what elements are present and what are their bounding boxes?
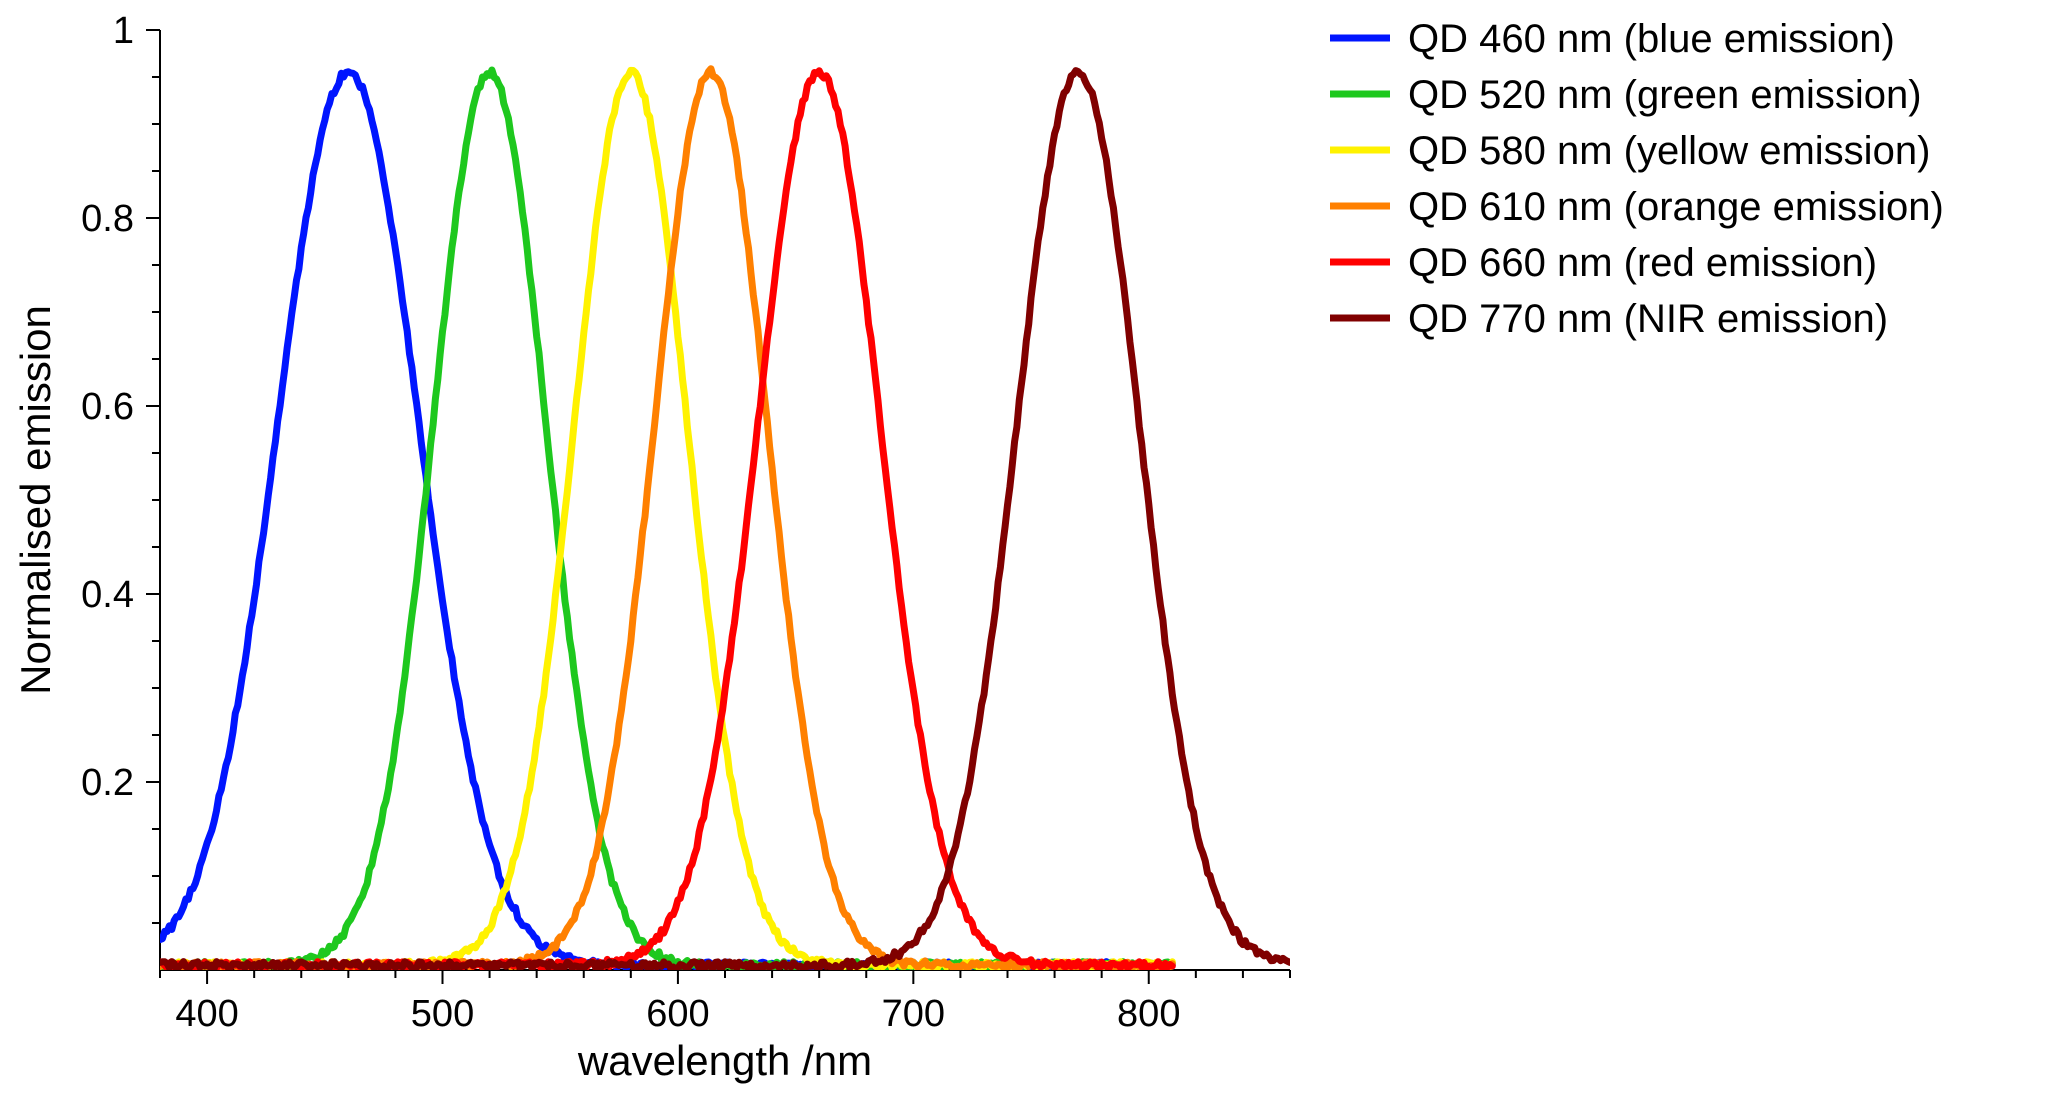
legend-label-red: QD 660 nm (red emission) [1408, 241, 1877, 285]
legend-label-orange: QD 610 nm (orange emission) [1408, 185, 1944, 229]
x-tick-label: 800 [1117, 993, 1180, 1035]
x-axis-label: wavelength /nm [577, 1037, 872, 1084]
x-tick-label: 500 [411, 993, 474, 1035]
x-tick-label: 600 [646, 993, 709, 1035]
legend-label-green: QD 520 nm (green emission) [1408, 73, 1922, 117]
y-tick-label: 0.8 [81, 198, 134, 240]
y-tick-label: 0.6 [81, 386, 134, 428]
y-axis-label: Normalised emission [12, 305, 59, 695]
legend-label-yellow: QD 580 nm (yellow emission) [1408, 129, 1930, 173]
y-tick-label: 0.4 [81, 574, 134, 616]
x-tick-label: 700 [882, 993, 945, 1035]
y-tick-label: 0.2 [81, 762, 134, 804]
emission-spectra-chart: 400 500 600 700 800 0.2 0.4 0.6 0.8 1 wavelength /… [0, 0, 2048, 1112]
chart-svg: 400 500 600 700 800 0.2 0.4 0.6 0.8 1 wavelength /… [0, 0, 2048, 1112]
series-nir [160, 71, 1290, 970]
y-tick-label: 1 [113, 10, 134, 52]
legend-label-nir: QD 770 nm (NIR emission) [1408, 297, 1888, 341]
x-tick-label: 400 [175, 993, 238, 1035]
legend-label-blue: QD 460 nm (blue emission) [1408, 17, 1895, 61]
